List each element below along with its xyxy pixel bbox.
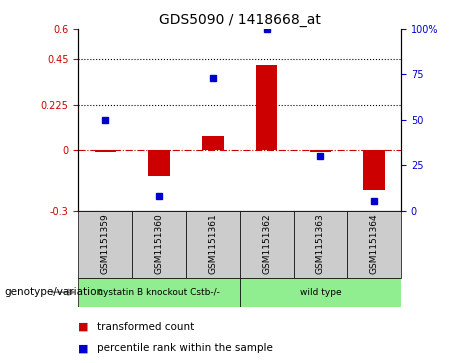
Bar [148,150,170,176]
Bar [347,211,401,278]
Bar [310,150,331,152]
Text: ■: ■ [78,322,89,332]
Text: GSM1151362: GSM1151362 [262,214,271,274]
Bar [186,211,240,278]
Text: GSM1151363: GSM1151363 [316,214,325,274]
Bar [256,65,278,150]
Text: wild type: wild type [300,288,341,297]
Bar [95,150,116,152]
Text: cystatin B knockout Cstb-/-: cystatin B knockout Cstb-/- [98,288,220,297]
Text: GSM1151361: GSM1151361 [208,214,217,274]
Text: GSM1151360: GSM1151360 [154,214,164,274]
Bar [240,278,401,307]
Bar [294,211,347,278]
Bar [240,211,294,278]
Bar [363,150,385,190]
Title: GDS5090 / 1418668_at: GDS5090 / 1418668_at [159,13,321,26]
Text: transformed count: transformed count [97,322,194,332]
Text: GSM1151364: GSM1151364 [370,214,378,274]
Bar [78,211,132,278]
Text: ■: ■ [78,343,89,354]
Text: GSM1151359: GSM1151359 [101,214,110,274]
Text: percentile rank within the sample: percentile rank within the sample [97,343,273,354]
Text: genotype/variation: genotype/variation [5,287,104,297]
Bar [132,211,186,278]
Bar [78,278,240,307]
Bar [202,136,224,150]
